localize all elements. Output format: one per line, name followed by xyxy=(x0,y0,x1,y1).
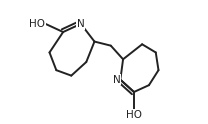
Text: HO: HO xyxy=(126,110,142,120)
Text: N: N xyxy=(77,19,85,29)
Text: HO: HO xyxy=(29,19,45,29)
Text: N: N xyxy=(113,75,120,85)
